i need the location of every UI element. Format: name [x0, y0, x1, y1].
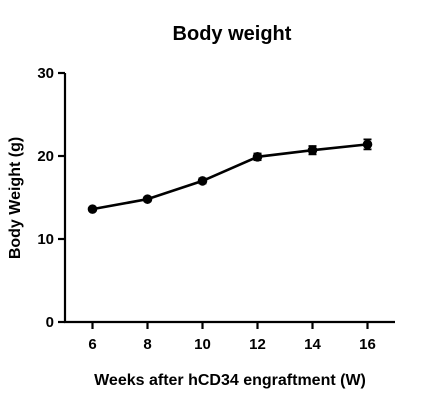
y-axis-label: Body Weight (g) — [7, 137, 24, 259]
y-tick-label: 0 — [46, 314, 54, 331]
x-tick-label: 6 — [88, 336, 96, 353]
x-tick-label: 8 — [143, 336, 151, 353]
data-point — [142, 194, 153, 204]
x-tick-label: 12 — [249, 336, 266, 353]
y-ticks: 0 10 20 30 — [37, 65, 65, 331]
y-tick-label: 20 — [37, 148, 54, 165]
data-point — [307, 145, 318, 155]
x-tick-label: 16 — [359, 336, 376, 353]
data-point — [87, 204, 98, 214]
data-point — [197, 176, 208, 186]
x-tick-label: 10 — [194, 336, 211, 353]
data-point — [362, 139, 373, 150]
x-ticks: 6 8 10 12 14 16 — [88, 322, 376, 353]
series-group — [87, 138, 373, 214]
y-tick-label: 10 — [37, 231, 54, 248]
data-point — [252, 152, 263, 162]
series-line — [92, 143, 368, 211]
y-tick-label: 30 — [37, 65, 54, 82]
chart-title: Body weight — [173, 23, 292, 45]
x-tick-label: 14 — [304, 336, 321, 353]
x-axis-label: Weeks after hCD34 engraftment (W) — [94, 372, 366, 389]
